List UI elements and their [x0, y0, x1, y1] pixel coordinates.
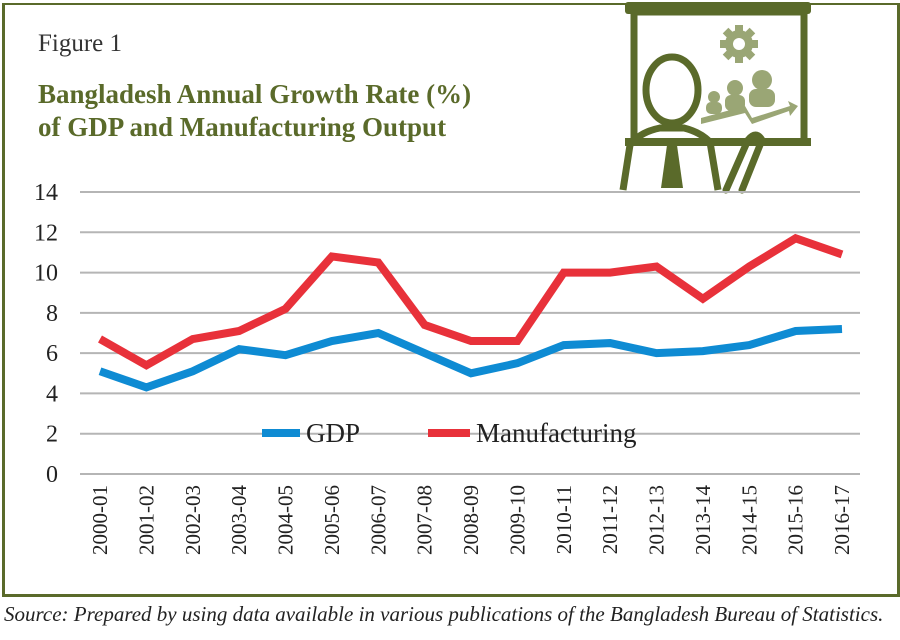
x-tick-label: 2002-03 [181, 485, 205, 555]
y-tick-label: 2 [46, 422, 58, 448]
legend-label-manufacturing: Manufacturing [476, 418, 636, 448]
x-tick-label: 2004-05 [274, 485, 298, 555]
y-tick-label: 10 [34, 261, 58, 287]
y-tick-label: 4 [46, 381, 58, 407]
x-tick-label: 2015-16 [784, 485, 808, 555]
title-line-1: Bangladesh Annual Growth Rate (%) [38, 79, 472, 109]
chart-title: Bangladesh Annual Growth Rate (%) of GDP… [38, 78, 471, 144]
y-tick-label: 0 [46, 462, 58, 488]
legend-label-gdp: GDP [306, 418, 360, 448]
x-tick-label: 2016-17 [830, 485, 854, 555]
y-tick-label: 8 [46, 301, 58, 327]
team-growth-icon [701, 70, 798, 124]
x-tick-label: 2009-10 [505, 485, 529, 555]
x-tick-label: 2007-08 [413, 485, 437, 555]
x-tick-label: 2001-02 [134, 485, 158, 555]
legend: GDP Manufacturing [262, 418, 636, 448]
presenter-illustration [619, 2, 811, 194]
x-tick-label: 2005-06 [320, 485, 344, 555]
title-line-2: of GDP and Manufacturing Output [38, 112, 447, 142]
x-tick-label: 2011-12 [598, 485, 622, 554]
x-tick-label: 2012-13 [645, 485, 669, 555]
x-tick-label: 2003-04 [227, 485, 251, 555]
x-tick-label: 2010-11 [552, 485, 576, 554]
x-tick-label: 2000-01 [88, 485, 112, 555]
y-tick-label: 14 [34, 180, 58, 206]
x-tick-label: 2013-14 [691, 485, 715, 555]
projector-screen-icon [625, 2, 811, 146]
y-tick-label: 6 [46, 341, 58, 367]
figure-label: Figure 1 [38, 30, 123, 57]
x-tick-label: 2014-15 [737, 485, 761, 555]
y-tick-label: 12 [34, 220, 58, 246]
gear-icon [720, 25, 758, 63]
source-note: Source: Prepared by using data available… [4, 602, 884, 626]
figure-frame [2, 3, 900, 597]
x-tick-label: 2008-09 [459, 485, 483, 555]
presenter-icon [619, 53, 766, 194]
x-tick-label: 2006-07 [366, 485, 390, 555]
